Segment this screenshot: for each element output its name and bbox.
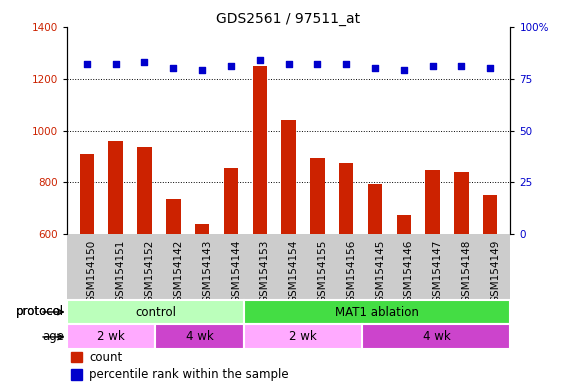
Bar xyxy=(166,199,180,234)
Text: GSM154145: GSM154145 xyxy=(375,240,385,303)
Point xyxy=(226,63,235,70)
Point xyxy=(371,65,380,71)
Text: GSM154144: GSM154144 xyxy=(231,240,241,303)
Point xyxy=(457,63,466,70)
Bar xyxy=(281,120,296,234)
Point xyxy=(313,61,322,67)
Text: MAT1 ablation: MAT1 ablation xyxy=(335,306,419,318)
Text: GSM154154: GSM154154 xyxy=(289,240,299,303)
Bar xyxy=(244,324,362,349)
Bar xyxy=(252,66,267,234)
Text: GSM154143: GSM154143 xyxy=(202,240,212,303)
Text: GSM154147: GSM154147 xyxy=(433,240,443,303)
Bar xyxy=(71,352,82,362)
Text: protocol: protocol xyxy=(16,306,64,318)
Bar xyxy=(483,195,498,234)
Bar xyxy=(71,369,82,379)
Bar xyxy=(425,170,440,234)
Text: protocol: protocol xyxy=(16,306,64,318)
Text: 4 wk: 4 wk xyxy=(186,331,213,343)
Text: GSM154142: GSM154142 xyxy=(173,240,183,303)
Bar xyxy=(155,324,244,349)
Point xyxy=(485,65,495,71)
Text: GSM154150: GSM154150 xyxy=(87,240,97,303)
Bar xyxy=(224,168,238,234)
Bar xyxy=(244,300,510,324)
Text: 2 wk: 2 wk xyxy=(97,331,125,343)
Point xyxy=(284,61,293,67)
Text: age: age xyxy=(42,331,64,343)
Point xyxy=(197,67,206,73)
Bar xyxy=(397,215,411,234)
Bar xyxy=(368,184,382,234)
Text: GSM154153: GSM154153 xyxy=(260,240,270,303)
Text: GSM154149: GSM154149 xyxy=(490,240,500,303)
Text: GSM154148: GSM154148 xyxy=(462,240,472,303)
Text: 2 wk: 2 wk xyxy=(289,331,317,343)
Bar xyxy=(362,324,510,349)
Bar xyxy=(67,300,244,324)
Point xyxy=(399,67,408,73)
Bar xyxy=(137,147,152,234)
Bar xyxy=(79,154,94,234)
Text: GSM154152: GSM154152 xyxy=(144,240,154,303)
Point xyxy=(342,61,351,67)
Bar xyxy=(339,163,353,234)
Point xyxy=(428,63,437,70)
Text: GSM154146: GSM154146 xyxy=(404,240,414,303)
Title: GDS2561 / 97511_at: GDS2561 / 97511_at xyxy=(216,12,361,26)
Bar xyxy=(310,158,325,234)
Point xyxy=(169,65,178,71)
Text: control: control xyxy=(135,306,176,318)
Point xyxy=(140,59,149,65)
Point xyxy=(82,61,92,67)
Text: 4 wk: 4 wk xyxy=(423,331,450,343)
Text: count: count xyxy=(89,351,122,364)
Point xyxy=(255,57,264,63)
Text: GSM154156: GSM154156 xyxy=(346,240,356,303)
Bar xyxy=(67,324,155,349)
Text: GSM154151: GSM154151 xyxy=(115,240,126,303)
Bar xyxy=(454,172,469,234)
Point xyxy=(111,61,120,67)
Bar xyxy=(195,224,209,234)
Text: GSM154155: GSM154155 xyxy=(317,240,327,303)
Bar xyxy=(108,141,123,234)
Text: percentile rank within the sample: percentile rank within the sample xyxy=(89,368,288,381)
